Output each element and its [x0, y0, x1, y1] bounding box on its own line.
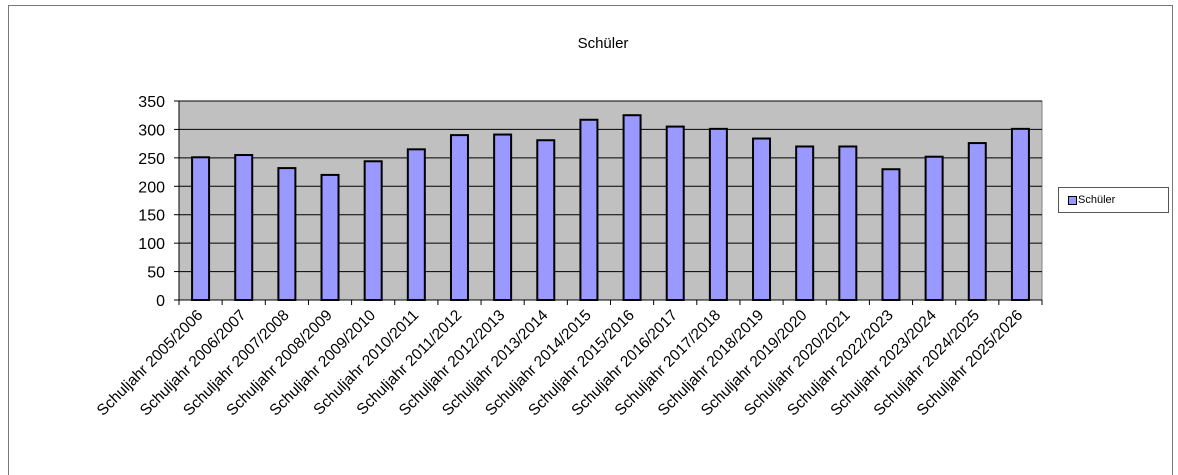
y-tick-label: 300 [138, 122, 165, 139]
bar [665, 125, 685, 302]
bar [622, 114, 642, 302]
bar [320, 173, 340, 302]
bar [708, 127, 728, 301]
y-tick-label: 50 [147, 265, 165, 282]
bar [924, 155, 944, 301]
bar [579, 118, 599, 301]
bar [1010, 127, 1030, 301]
legend-swatch [1068, 195, 1077, 205]
bar [449, 134, 469, 301]
chart-frame [8, 5, 1173, 475]
bar [406, 148, 426, 301]
y-tick-label: 0 [156, 293, 165, 310]
legend-label: Schüler [1078, 194, 1116, 206]
y-tick-label: 350 [138, 94, 165, 111]
legend: Schüler [1058, 187, 1169, 213]
bar [795, 145, 815, 301]
bar [967, 142, 987, 301]
y-tick-label: 250 [138, 151, 165, 168]
bar [493, 133, 513, 301]
bar [838, 145, 858, 301]
bar [277, 167, 297, 301]
chart-title: Schüler [578, 35, 629, 52]
bar [234, 154, 254, 301]
y-tick-label: 100 [138, 236, 165, 253]
bar [363, 160, 383, 301]
bar [881, 168, 901, 301]
bar [752, 137, 772, 301]
plot-area [178, 100, 1043, 301]
bar [536, 139, 556, 301]
y-tick-label: 200 [138, 179, 165, 196]
bar [191, 156, 211, 301]
y-tick-label: 150 [138, 208, 165, 225]
